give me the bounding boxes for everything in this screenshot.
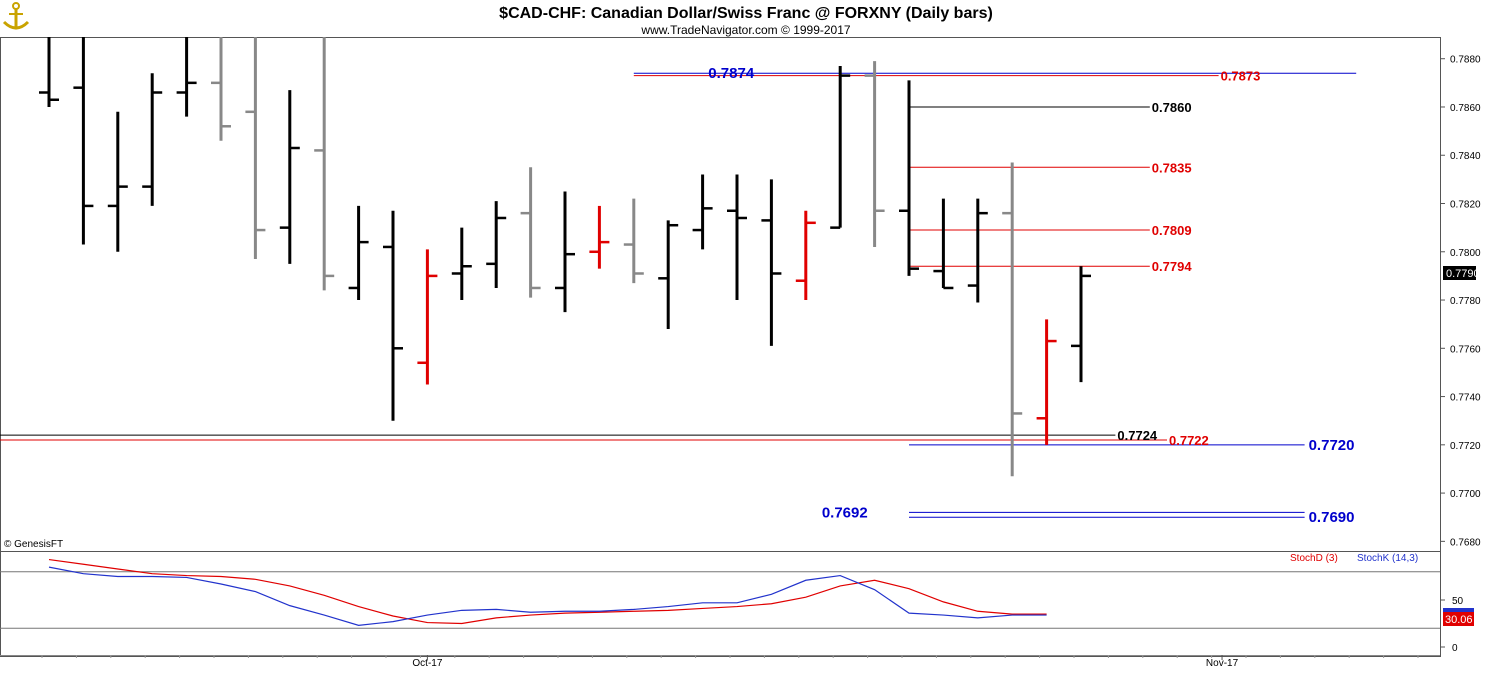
ohlc-bar: [727, 174, 747, 301]
ohlc-bar: [107, 111, 128, 252]
ohlc-bar: [279, 90, 300, 264]
ohlc-bar: [589, 205, 610, 269]
plot-frame: [0, 37, 1441, 657]
stoch-series-k: [48, 566, 1047, 626]
price-tick-label: 0.7680: [1450, 537, 1481, 548]
ohlc-bar: [830, 65, 851, 229]
ohlc-bar: [899, 80, 919, 276]
ohlc-bar: [1036, 319, 1057, 445]
level-label-0.7809: 0.7809: [1152, 223, 1192, 238]
ohlc-bar: [39, 37, 59, 107]
ohlc-bar: [1002, 162, 1023, 477]
ohlc-bar: [795, 210, 816, 301]
stoch-series-d: [48, 558, 1047, 625]
price-level-labels: 0.7874 0.7873 0.7860 0.7835 0.7809 0.7794 0.77…: [708, 65, 1354, 526]
stoch-tick-label: 50: [1452, 596, 1464, 607]
ohlc-bar: [933, 198, 954, 290]
stoch-last-label: 30.06: [1445, 614, 1473, 626]
chart-title: $CAD-CHF: Canadian Dollar/Swiss Franc @ …: [499, 5, 993, 22]
ohlc-bar: [417, 249, 438, 385]
legend-stochD: StochD (3): [1290, 553, 1338, 564]
price-tick-label: 0.7780: [1450, 296, 1481, 307]
ohlc-bar: [658, 220, 679, 329]
ohlc-bar: [348, 205, 369, 301]
level-label-0.7692: 0.7692: [822, 504, 868, 521]
ohlc-bar: [314, 37, 335, 291]
ohlc-bar: [176, 37, 197, 117]
ohlc-bar: [451, 227, 472, 301]
last-price-tag: [1443, 266, 1476, 280]
ohlc-bar: [73, 37, 94, 245]
price-tick-label: 0.7740: [1450, 393, 1481, 404]
ohlc-bar: [967, 198, 988, 303]
ohlc-bar: [1071, 266, 1091, 383]
date-axis: Oct-17 Nov-17: [41, 655, 1419, 669]
ohlc-bar: [245, 37, 266, 260]
price-tick-label: 0.7860: [1450, 103, 1481, 114]
price-levels: [0, 72, 1357, 518]
level-label-0.7874: 0.7874: [708, 65, 755, 82]
ohlc-bar: [761, 179, 782, 346]
price-tick-label: 0.7720: [1450, 441, 1481, 452]
level-label-0.7794: 0.7794: [1152, 259, 1193, 274]
level-label-0.7873: 0.7873: [1221, 69, 1261, 84]
ohlc-bar: [211, 37, 231, 141]
copyright-label: © GenesisFT: [4, 539, 63, 550]
ohlc-bar: [623, 198, 644, 284]
level-label-0.7722: 0.7722: [1169, 433, 1209, 448]
price-tick-label: 0.7880: [1450, 55, 1481, 66]
level-label-0.7860: 0.7860: [1152, 100, 1192, 115]
last-price-label: 0.7790: [1446, 268, 1480, 280]
stoch-last-tag-blue: [1443, 608, 1474, 612]
level-label-0.7835: 0.7835: [1152, 160, 1192, 175]
ohlc-bar: [520, 167, 541, 298]
stochastic-panel: 50 0: [0, 558, 1464, 654]
level-label-0.7724: 0.7724: [1117, 428, 1158, 443]
price-tick-label: 0.7760: [1450, 344, 1481, 355]
price-tick-label: 0.7800: [1450, 248, 1481, 259]
level-label-0.7720: 0.7720: [1309, 437, 1355, 454]
price-tick-label: 0.7840: [1450, 151, 1481, 162]
anchor-logo-icon: [2, 2, 30, 30]
ohlc-bar: [555, 191, 575, 313]
level-label-0.7690: 0.7690: [1309, 509, 1355, 526]
ohlc-bar: [383, 210, 403, 421]
price-tick-label: 0.7820: [1450, 200, 1481, 211]
ohlc-bar: [864, 61, 885, 247]
price-tick-label: 0.7700: [1450, 489, 1481, 500]
stoch-last-tag: [1443, 612, 1474, 626]
legend-stochK: StochK (14,3): [1357, 553, 1418, 564]
ohlc-bar: [486, 201, 507, 288]
price-axis: 0.7880 0.7860 0.7840 0.7820 0.7800 0.7780 0.77…: [1440, 55, 1481, 548]
date-tick-label: Nov-17: [1206, 658, 1239, 669]
ohlc-bars: [39, 37, 1091, 477]
date-tick-label: Oct-17: [412, 658, 442, 669]
chart-subtitle: www.TradeNavigator.com © 1999-2017: [640, 23, 850, 37]
ohlc-bar: [692, 174, 713, 250]
ohlc-bar: [142, 73, 163, 206]
stoch-tick-label: 0: [1452, 643, 1458, 654]
